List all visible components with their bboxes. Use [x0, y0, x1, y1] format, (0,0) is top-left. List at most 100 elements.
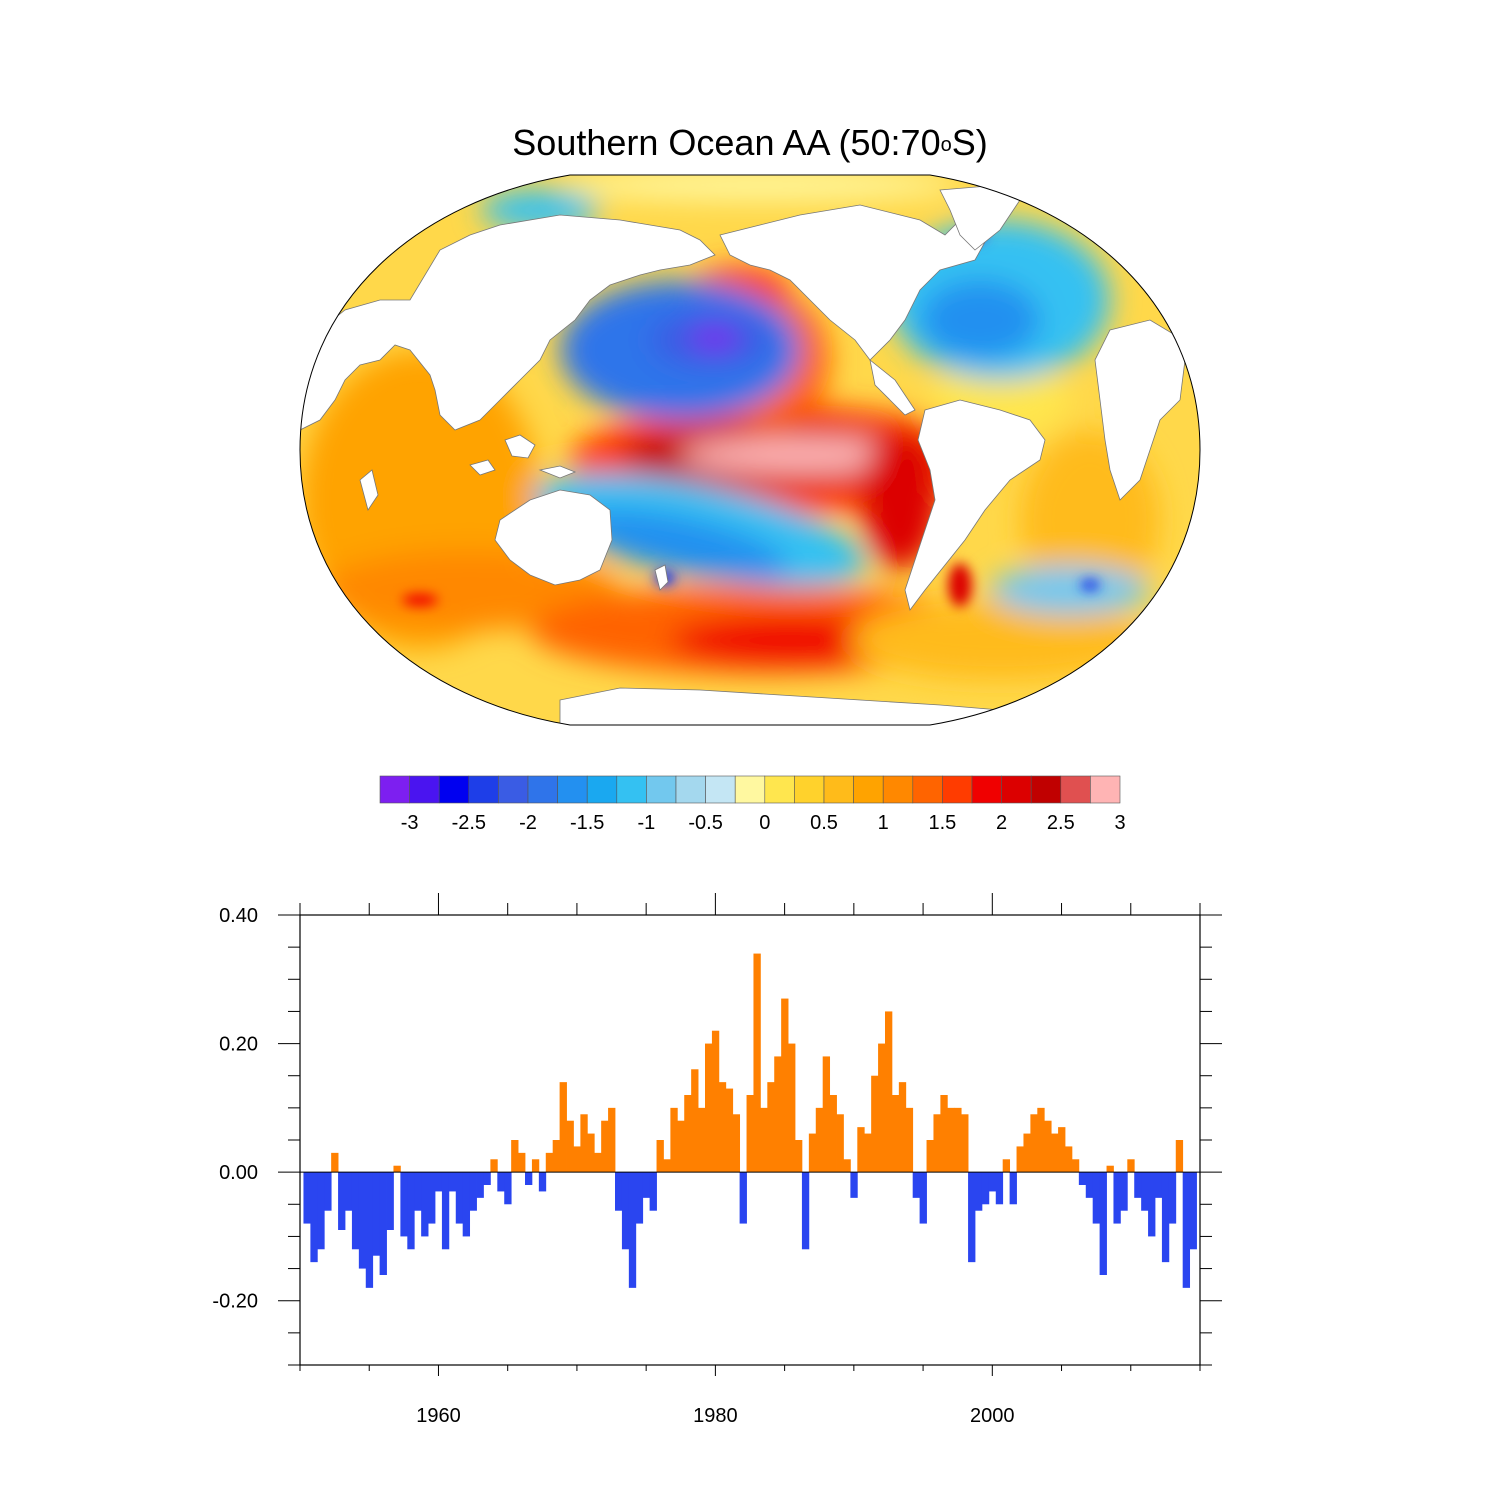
colorbar-swatch — [468, 775, 499, 804]
bar — [815, 1107, 824, 1173]
bar — [795, 1140, 803, 1173]
bar — [968, 1172, 976, 1263]
land-indonesia — [469, 434, 577, 479]
colorbar: -3 -2.5 -2 -1.5 -1 -0.5 0 0.5 1 1.5 2 2.5 3 — [379, 775, 1126, 834]
bar — [310, 1172, 318, 1263]
bar — [525, 1172, 533, 1185]
bar — [801, 1172, 810, 1250]
land-south-america — [904, 399, 1046, 611]
bar — [497, 1172, 505, 1192]
bar — [829, 1095, 837, 1173]
bar — [518, 1152, 526, 1173]
bar — [1127, 1159, 1135, 1173]
colorbar-swatch — [1090, 775, 1121, 804]
colorbar-swatch — [1030, 775, 1062, 804]
colorbar-swatch — [823, 775, 854, 804]
bar — [891, 1095, 900, 1173]
bar — [428, 1172, 436, 1224]
bar — [885, 1011, 893, 1173]
bar — [940, 1095, 948, 1173]
bar — [1148, 1172, 1156, 1237]
bar — [725, 1088, 734, 1173]
colorbar-label: 0.5 — [810, 812, 838, 834]
bar — [753, 953, 761, 1173]
bar — [345, 1172, 353, 1211]
bar — [864, 1133, 872, 1173]
bar — [788, 1043, 796, 1173]
bar — [435, 1172, 443, 1192]
bar — [933, 1114, 941, 1173]
colorbar-label: -3 — [401, 812, 419, 834]
time-series-chart: 0.40 0.20 0.00 -0.20 1960 1980 2000 — [212, 893, 1222, 1427]
colorbar-swatch — [734, 775, 766, 804]
bar — [919, 1172, 927, 1224]
bar — [705, 1043, 713, 1173]
bar — [1044, 1120, 1052, 1173]
land-antarctica — [559, 687, 1001, 725]
colorbar-swatch — [646, 775, 677, 804]
bar — [393, 1165, 401, 1173]
bar — [781, 998, 789, 1173]
bar — [981, 1172, 990, 1205]
x-tick-label: 1980 — [693, 1405, 738, 1427]
bar — [324, 1172, 332, 1211]
bar — [483, 1172, 491, 1185]
colorbar-swatch — [527, 775, 558, 804]
bar — [400, 1172, 408, 1237]
colorbar-swatch — [557, 775, 588, 804]
colorbar-label: 3 — [1114, 812, 1125, 834]
bar — [774, 1056, 782, 1173]
colorbar-swatch — [379, 775, 410, 804]
bar — [414, 1172, 422, 1211]
bar — [455, 1172, 464, 1224]
y-tick-label: 0.00 — [219, 1162, 258, 1184]
bar — [552, 1140, 561, 1173]
bar — [635, 1172, 644, 1224]
colorbar-swatch — [1060, 775, 1091, 804]
bar — [926, 1140, 934, 1173]
regression-map — [299, 174, 1201, 726]
bar — [615, 1172, 623, 1211]
bar — [850, 1172, 858, 1198]
bar — [975, 1172, 983, 1211]
bar — [1065, 1146, 1073, 1173]
bar — [1085, 1172, 1094, 1198]
bar — [995, 1172, 1004, 1205]
bar — [1189, 1172, 1197, 1250]
bar — [1092, 1172, 1101, 1224]
bar — [739, 1172, 747, 1224]
bar — [303, 1172, 311, 1224]
bar — [857, 1127, 865, 1173]
bar — [441, 1172, 450, 1250]
bar — [988, 1172, 997, 1192]
bar — [1037, 1107, 1045, 1173]
bar — [621, 1172, 630, 1250]
bar — [1155, 1172, 1163, 1198]
colorbar-label: 0 — [759, 812, 770, 834]
bar — [947, 1107, 955, 1173]
colorbar-swatch — [675, 775, 706, 804]
bar — [760, 1107, 768, 1173]
colorbar-swatch — [942, 775, 973, 804]
bar — [1058, 1127, 1066, 1173]
bar — [677, 1120, 685, 1173]
bar — [1009, 1172, 1017, 1205]
bar — [531, 1159, 540, 1173]
bar — [954, 1107, 962, 1173]
colorbar-swatch — [409, 775, 440, 804]
bar — [1134, 1172, 1142, 1198]
colorbar-swatch — [912, 775, 943, 804]
bar — [594, 1152, 602, 1173]
x-tick-label: 2000 — [970, 1405, 1015, 1427]
bar — [718, 1082, 727, 1173]
x-axis-labels: 1960 1980 2000 — [416, 1405, 1014, 1427]
colorbar-label: -1.5 — [570, 812, 604, 834]
bar — [358, 1172, 367, 1269]
bar — [1168, 1172, 1177, 1224]
bar — [711, 1030, 720, 1173]
bar — [808, 1133, 817, 1173]
bar — [1182, 1172, 1191, 1288]
bar — [836, 1114, 844, 1173]
bar — [905, 1107, 914, 1173]
bar — [1078, 1172, 1087, 1185]
